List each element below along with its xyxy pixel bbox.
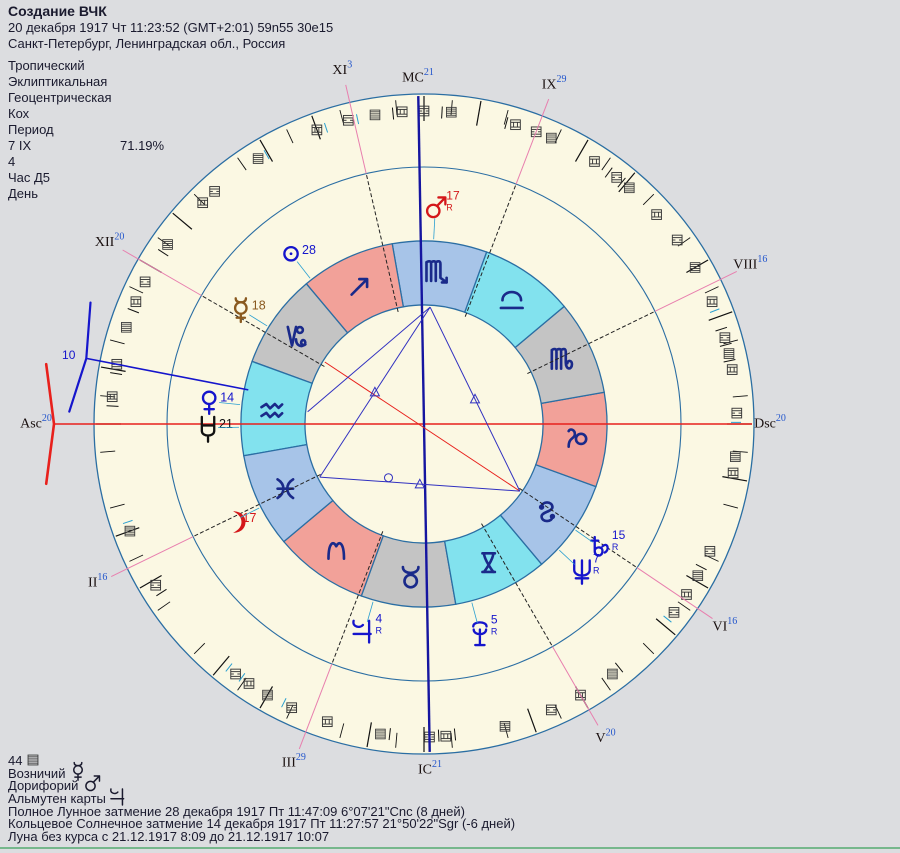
svg-text:Геоцентрическая: Геоцентрическая (8, 90, 112, 105)
svg-text:4: 4 (376, 612, 383, 626)
svg-text:R: R (491, 627, 498, 637)
svg-text:Создание ВЧК: Создание ВЧК (8, 3, 107, 19)
svg-text:R: R (446, 202, 453, 212)
svg-text:5: 5 (491, 613, 498, 627)
svg-text:R: R (376, 626, 383, 636)
svg-text:R: R (593, 565, 600, 575)
svg-text:Час Д5: Час Д5 (8, 170, 50, 185)
svg-text:Кох: Кох (8, 106, 30, 121)
svg-text:15: 15 (612, 528, 626, 542)
svg-text:14: 14 (220, 390, 234, 404)
svg-text:Санкт-Петербург, Ленинградская: Санкт-Петербург, Ленинградская обл., Рос… (8, 36, 285, 51)
svg-text:21: 21 (219, 417, 233, 431)
svg-text:Эклиптикальная: Эклиптикальная (8, 74, 107, 89)
svg-text:7 IX: 7 IX (8, 138, 31, 153)
svg-text:71.19%: 71.19% (120, 138, 165, 153)
svg-text:4: 4 (8, 154, 15, 169)
svg-text:Луна без курса с 21.12.1917 8: Луна без курса с 21.12.1917 8:09 до 21.1… (8, 829, 329, 844)
svg-text:7: 7 (593, 551, 600, 565)
svg-text:Тропический: Тропический (8, 58, 85, 73)
svg-text:Период: Период (8, 122, 54, 137)
svg-text:18: 18 (252, 299, 266, 313)
svg-text:17: 17 (446, 188, 460, 202)
svg-text:R: R (612, 542, 619, 552)
svg-text:28: 28 (302, 243, 316, 257)
svg-text:День: День (8, 186, 38, 201)
svg-text:20 декабря 1917 Чт 11:23:52: 20 декабря 1917 Чт 11:23:52 (GMT+2:01) 5… (8, 20, 333, 35)
svg-text:10: 10 (62, 348, 76, 362)
